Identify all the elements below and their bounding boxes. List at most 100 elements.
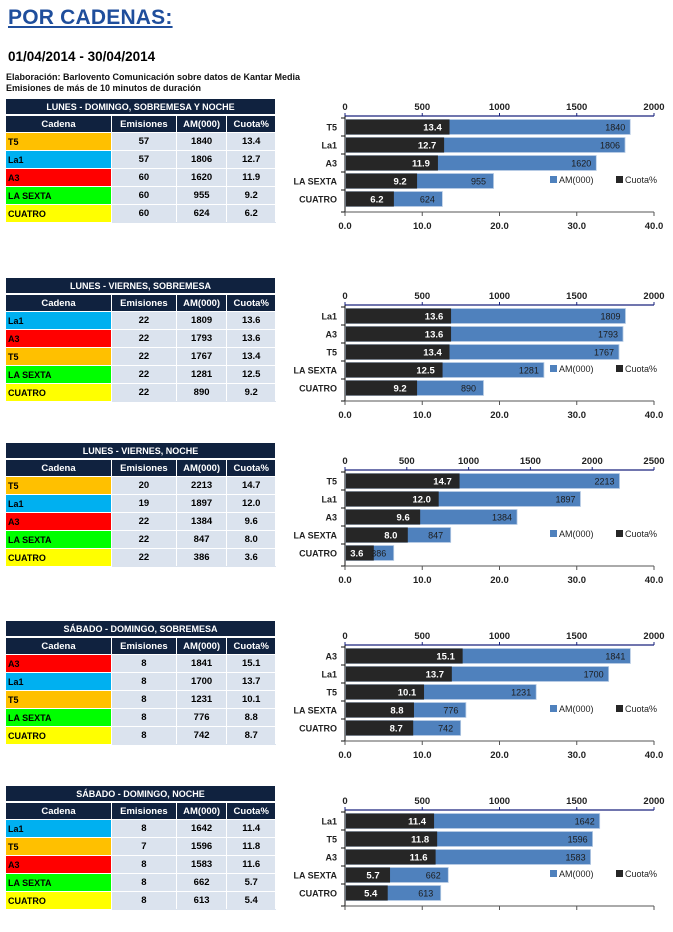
emisiones-cell: 19 bbox=[111, 494, 177, 513]
channel-name-cell: A3 bbox=[5, 654, 112, 673]
am-data-label: 1840 bbox=[605, 123, 625, 133]
bar-chart: 0 500 1000 1500 2000 2500 T5 2213 14.7 La1 1897 12.… bbox=[293, 456, 664, 586]
category-label: CUATRO bbox=[299, 724, 337, 734]
am-data-label: 1583 bbox=[566, 853, 586, 863]
legend-am-swatch bbox=[550, 365, 557, 372]
channel-name-cell: T5 bbox=[5, 132, 112, 151]
am-data-label: 1897 bbox=[555, 495, 575, 505]
top-axis-tick-label: 2000 bbox=[643, 291, 664, 302]
cuota-data-label: 6.2 bbox=[370, 195, 383, 206]
category-label: A3 bbox=[325, 159, 337, 169]
category-label: La1 bbox=[321, 312, 337, 322]
am-cell: 742 bbox=[175, 726, 228, 745]
am-cell: 1583 bbox=[175, 855, 228, 874]
bottom-axis-tick-label: 30.0 bbox=[568, 750, 587, 761]
cuota-bar bbox=[346, 380, 418, 396]
column-header: Emisiones bbox=[111, 636, 177, 655]
channel-name-cell: La1 bbox=[5, 311, 112, 330]
channel-name-cell: La1 bbox=[5, 672, 112, 691]
channel-name-cell: La1 bbox=[5, 494, 112, 513]
table-row: A3 8 1841 15.1 bbox=[5, 654, 276, 673]
bar-chart: 0 500 1000 1500 2000 A3 1841 15.1 La1 1700 13.7 T5 1… bbox=[293, 631, 664, 761]
emisiones-cell: 57 bbox=[111, 150, 177, 169]
am-data-label: 613 bbox=[418, 889, 433, 899]
category-label: La1 bbox=[321, 817, 337, 827]
top-axis-tick-label: 2500 bbox=[643, 456, 664, 467]
table-row: CUATRO 22 386 3.6 bbox=[5, 548, 276, 567]
bottom-axis-tick-label: 10.0 bbox=[413, 410, 432, 421]
table-row: A3 22 1384 9.6 bbox=[5, 512, 276, 531]
column-header: Cuota% bbox=[226, 114, 276, 133]
channel-name-cell: CUATRO bbox=[5, 204, 112, 223]
cuota-cell: 12.7 bbox=[226, 150, 276, 169]
cuota-bar bbox=[346, 191, 394, 207]
cuota-bar bbox=[346, 666, 452, 682]
cuota-cell: 3.6 bbox=[226, 548, 276, 567]
am-data-label: 662 bbox=[426, 871, 441, 881]
cuota-cell: 11.8 bbox=[226, 837, 276, 856]
cuota-cell: 11.9 bbox=[226, 168, 276, 187]
bottom-axis-tick-label: 0.0 bbox=[338, 410, 351, 421]
top-axis-tick-label: 1000 bbox=[458, 456, 479, 467]
am-cell: 1793 bbox=[175, 329, 228, 348]
cuota-bar bbox=[346, 831, 438, 847]
table-row: CUATRO 8 742 8.7 bbox=[5, 726, 276, 745]
column-header: AM(000) bbox=[175, 458, 228, 477]
am-data-label: 624 bbox=[420, 195, 435, 205]
cuota-cell: 10.1 bbox=[226, 690, 276, 709]
am-data-label: 1700 bbox=[584, 670, 604, 680]
cuota-bar bbox=[346, 527, 408, 543]
table-row: LA SEXTA 8 776 8.8 bbox=[5, 708, 276, 727]
am-data-label: 1809 bbox=[600, 312, 620, 322]
legend-cuota-swatch bbox=[616, 870, 623, 877]
top-axis-tick-label: 2000 bbox=[643, 631, 664, 642]
emisiones-cell: 8 bbox=[111, 855, 177, 874]
category-label: CUATRO bbox=[299, 889, 337, 899]
cuota-data-label: 9.2 bbox=[393, 177, 406, 188]
emisiones-cell: 8 bbox=[111, 891, 177, 910]
channel-name-cell: T5 bbox=[5, 837, 112, 856]
cuota-data-label: 13.6 bbox=[425, 312, 444, 323]
legend-cuota-swatch bbox=[616, 705, 623, 712]
top-axis-tick-label: 500 bbox=[414, 796, 430, 807]
emisiones-cell: 22 bbox=[111, 512, 177, 531]
column-header: Cadena bbox=[5, 458, 112, 477]
cuota-data-label: 11.9 bbox=[412, 159, 430, 170]
emisiones-cell: 22 bbox=[111, 383, 177, 402]
am-data-label: 2213 bbox=[595, 477, 615, 487]
bottom-axis-tick-label: 40.0 bbox=[645, 410, 664, 421]
cuota-data-label: 8.8 bbox=[390, 706, 403, 717]
bottom-axis-tick-label: 40.0 bbox=[645, 575, 664, 586]
bottom-axis-tick-label: 20.0 bbox=[490, 410, 509, 421]
cuota-data-label: 15.1 bbox=[436, 652, 455, 663]
category-label: LA SEXTA bbox=[293, 706, 337, 716]
table-row: A3 60 1620 11.9 bbox=[5, 168, 276, 187]
bottom-axis-tick-label: 30.0 bbox=[568, 410, 587, 421]
top-axis-tick-label: 1000 bbox=[489, 796, 510, 807]
cuota-cell: 12.5 bbox=[226, 365, 276, 384]
top-axis-tick-label: 1500 bbox=[566, 291, 587, 302]
category-label: CUATRO bbox=[299, 195, 337, 205]
legend-cuota-label: Cuota% bbox=[625, 704, 657, 714]
cuota-cell: 11.6 bbox=[226, 855, 276, 874]
legend-am-swatch bbox=[550, 176, 557, 183]
am-data-label: 776 bbox=[443, 706, 458, 716]
category-label: LA SEXTA bbox=[293, 531, 337, 541]
emisiones-cell: 22 bbox=[111, 311, 177, 330]
cuota-data-label: 13.6 bbox=[425, 330, 444, 341]
channel-name-cell: LA SEXTA bbox=[5, 708, 112, 727]
cuota-cell: 6.2 bbox=[226, 204, 276, 223]
cuota-cell: 9.6 bbox=[226, 512, 276, 531]
cuota-cell: 13.6 bbox=[226, 311, 276, 330]
emisiones-cell: 8 bbox=[111, 873, 177, 892]
am-cell: 1767 bbox=[175, 347, 228, 366]
legend-am-label: AM(000) bbox=[559, 869, 594, 879]
table-row: A3 8 1583 11.6 bbox=[5, 855, 276, 874]
emisiones-cell: 22 bbox=[111, 530, 177, 549]
top-axis-tick-label: 0 bbox=[342, 102, 347, 113]
category-label: T5 bbox=[326, 123, 337, 133]
summary-table: LUNES - DOMINGO, SOBREMESA Y NOCHE Cadena… bbox=[5, 98, 276, 223]
channel-name-cell: A3 bbox=[5, 168, 112, 187]
channel-name-cell: T5 bbox=[5, 347, 112, 366]
cuota-cell: 5.7 bbox=[226, 873, 276, 892]
